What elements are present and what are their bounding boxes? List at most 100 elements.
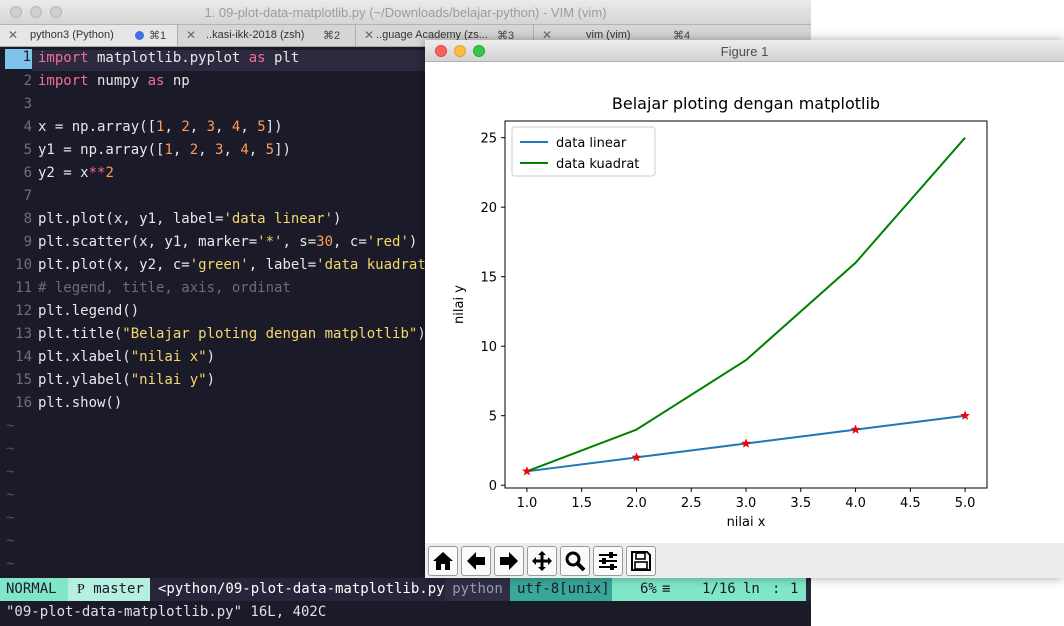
back-arrow-icon <box>467 552 485 570</box>
figure-toolbar <box>425 543 1064 578</box>
tab-python3[interactable]: ✕ python3 (Python) ⌘1 <box>0 25 178 46</box>
code-text: y1 = np.array([1, 2, 3, 4, 5]) <box>38 142 291 158</box>
tab-label: python3 (Python) <box>30 29 114 41</box>
legend-label: data kuadrat <box>556 157 639 172</box>
tab-shortcut: ⌘4 <box>673 30 691 42</box>
line-number: 1 <box>5 49 32 69</box>
back-button[interactable] <box>461 546 491 576</box>
empty-line-marker: ~ <box>6 418 15 434</box>
y-tick-label: 20 <box>480 201 497 216</box>
terminal-title: 1. 09-plot-data-matplotlib.py (~/Downloa… <box>204 5 607 20</box>
tab-label: vim (vim) <box>586 29 631 41</box>
code-line: 11 # legend, title, axis, ordinat <box>0 278 811 301</box>
x-tick-label: 3.5 <box>790 496 811 511</box>
filetype: python <box>445 578 510 601</box>
code-line: 2 import numpy as np <box>0 71 811 94</box>
code-text: import matplotlib.pyplot as plt <box>38 50 300 66</box>
zoom-button[interactable] <box>560 546 590 576</box>
minimize-window-button[interactable] <box>454 45 466 57</box>
zoom-window-button[interactable] <box>50 6 62 18</box>
pan-icon <box>532 551 552 571</box>
x-tick-label: 5.0 <box>955 496 976 511</box>
code-text: x = np.array([1, 2, 3, 4, 5]) <box>38 119 283 135</box>
line-number: 14 <box>15 349 32 365</box>
code-text: plt.show() <box>38 395 123 411</box>
tab-label: ..kasi-ikk-2018 (zsh) <box>206 29 305 41</box>
empty-line-marker: ~ <box>6 533 15 549</box>
close-tab-icon[interactable]: ✕ <box>364 28 375 42</box>
close-window-button[interactable] <box>10 6 22 18</box>
line-number: 4 <box>23 119 32 135</box>
scatter-point <box>741 438 751 448</box>
home-icon <box>433 552 453 570</box>
figure-titlebar[interactable]: Figure 1 <box>425 40 1064 62</box>
close-window-button[interactable] <box>435 45 447 57</box>
cursor-position: 6% ≡ 1/16 ln:1 <box>612 578 806 601</box>
configure-subplots-button[interactable] <box>593 546 623 576</box>
terminal-titlebar[interactable]: 1. 09-plot-data-matplotlib.py (~/Downloa… <box>0 0 811 25</box>
y-tick-label: 10 <box>480 340 497 355</box>
vim-editor[interactable]: 1 import matplotlib.pyplot as plt 2 impo… <box>0 48 811 578</box>
line-number: 7 <box>23 188 32 204</box>
chart-title: Belajar ploting dengan matplotlib <box>612 94 880 113</box>
matplotlib-chart[interactable]: Belajar ploting dengan matplotlib 1.0 1.5 2… <box>425 62 1064 543</box>
scatter-point <box>521 466 532 476</box>
zoom-icon <box>565 551 586 572</box>
file-encoding: utf-8[unix] <box>510 578 612 601</box>
scatter-point <box>960 410 971 420</box>
minimize-window-button[interactable] <box>30 6 42 18</box>
tab-vim[interactable]: ✕ vim (vim) ⌘4 <box>534 25 811 46</box>
close-tab-icon[interactable]: ✕ <box>186 28 197 42</box>
empty-line-marker: ~ <box>6 510 15 526</box>
tab-zsh-1[interactable]: ✕ ..kasi-ikk-2018 (zsh) ⌘2 <box>178 25 356 46</box>
code-line: 8 plt.plot(x, y1, label='data linear') <box>0 209 811 232</box>
save-button[interactable] <box>626 546 656 576</box>
x-tick-label: 1.5 <box>571 496 592 511</box>
git-branch: Ᵽ master <box>68 578 150 601</box>
figure-title: Figure 1 <box>720 44 769 59</box>
tab-shortcut: ⌘3 <box>497 30 515 42</box>
percent-icon: ≡ <box>662 581 671 597</box>
x-tick-label: 4.5 <box>900 496 921 511</box>
code-line: 9 plt.scatter(x, y1, marker='*', s=30, c… <box>0 232 811 255</box>
code-text: plt.plot(x, y2, c='green', label='data k… <box>38 257 443 273</box>
scatter-point <box>631 452 642 462</box>
x-tick-label: 2.5 <box>681 496 702 511</box>
line-number: 6 <box>23 165 32 181</box>
empty-line-marker: ~ <box>6 556 15 572</box>
pan-button[interactable] <box>527 546 557 576</box>
configure-subplots-icon <box>599 552 617 570</box>
code-line: 15 plt.ylabel("nilai y") <box>0 370 811 393</box>
code-text: plt.legend() <box>38 303 140 319</box>
mode-indicator: NORMAL <box>0 578 68 601</box>
figure-window: Figure 1 Belajar ploting dengan matplotl… <box>425 40 1064 578</box>
code-line: 16 plt.show() <box>0 393 811 416</box>
line-number: 13 <box>15 326 32 342</box>
tab-zsh-2[interactable]: ✕ ..guage Academy (zs... ⌘3 <box>356 25 534 46</box>
code-line: 14 plt.xlabel("nilai x") <box>0 347 811 370</box>
activity-dot-icon <box>135 31 144 40</box>
x-tick-label: 1.0 <box>517 496 538 511</box>
code-line: 6 y2 = x**2 <box>0 163 811 186</box>
code-line: 13 plt.title("Belajar ploting dengan mat… <box>0 324 811 347</box>
y-axis-label: nilai y <box>452 285 467 324</box>
x-tick-label: 3.0 <box>736 496 757 511</box>
line-number: 8 <box>23 211 32 227</box>
line-number: 16 <box>15 395 32 411</box>
y-tick-label: 5 <box>489 410 497 425</box>
code-line: 4 x = np.array([1, 2, 3, 4, 5]) <box>0 117 811 140</box>
home-button[interactable] <box>428 546 458 576</box>
code-text: import numpy as np <box>38 73 190 89</box>
close-tab-icon[interactable]: ✕ <box>8 28 19 42</box>
zoom-window-button[interactable] <box>473 45 485 57</box>
line-number: 2 <box>23 73 32 89</box>
line-number: 15 <box>15 372 32 388</box>
code-text: plt.xlabel("nilai x") <box>38 349 216 365</box>
code-text: plt.scatter(x, y1, marker='*', s=30, c='… <box>38 234 418 250</box>
line-number: 5 <box>23 142 32 158</box>
x-axis-label: nilai x <box>727 515 766 530</box>
line-number: 3 <box>23 96 32 112</box>
tab-label: ..guage Academy (zs... <box>376 29 488 41</box>
forward-button[interactable] <box>494 546 524 576</box>
close-tab-icon[interactable]: ✕ <box>542 28 553 42</box>
